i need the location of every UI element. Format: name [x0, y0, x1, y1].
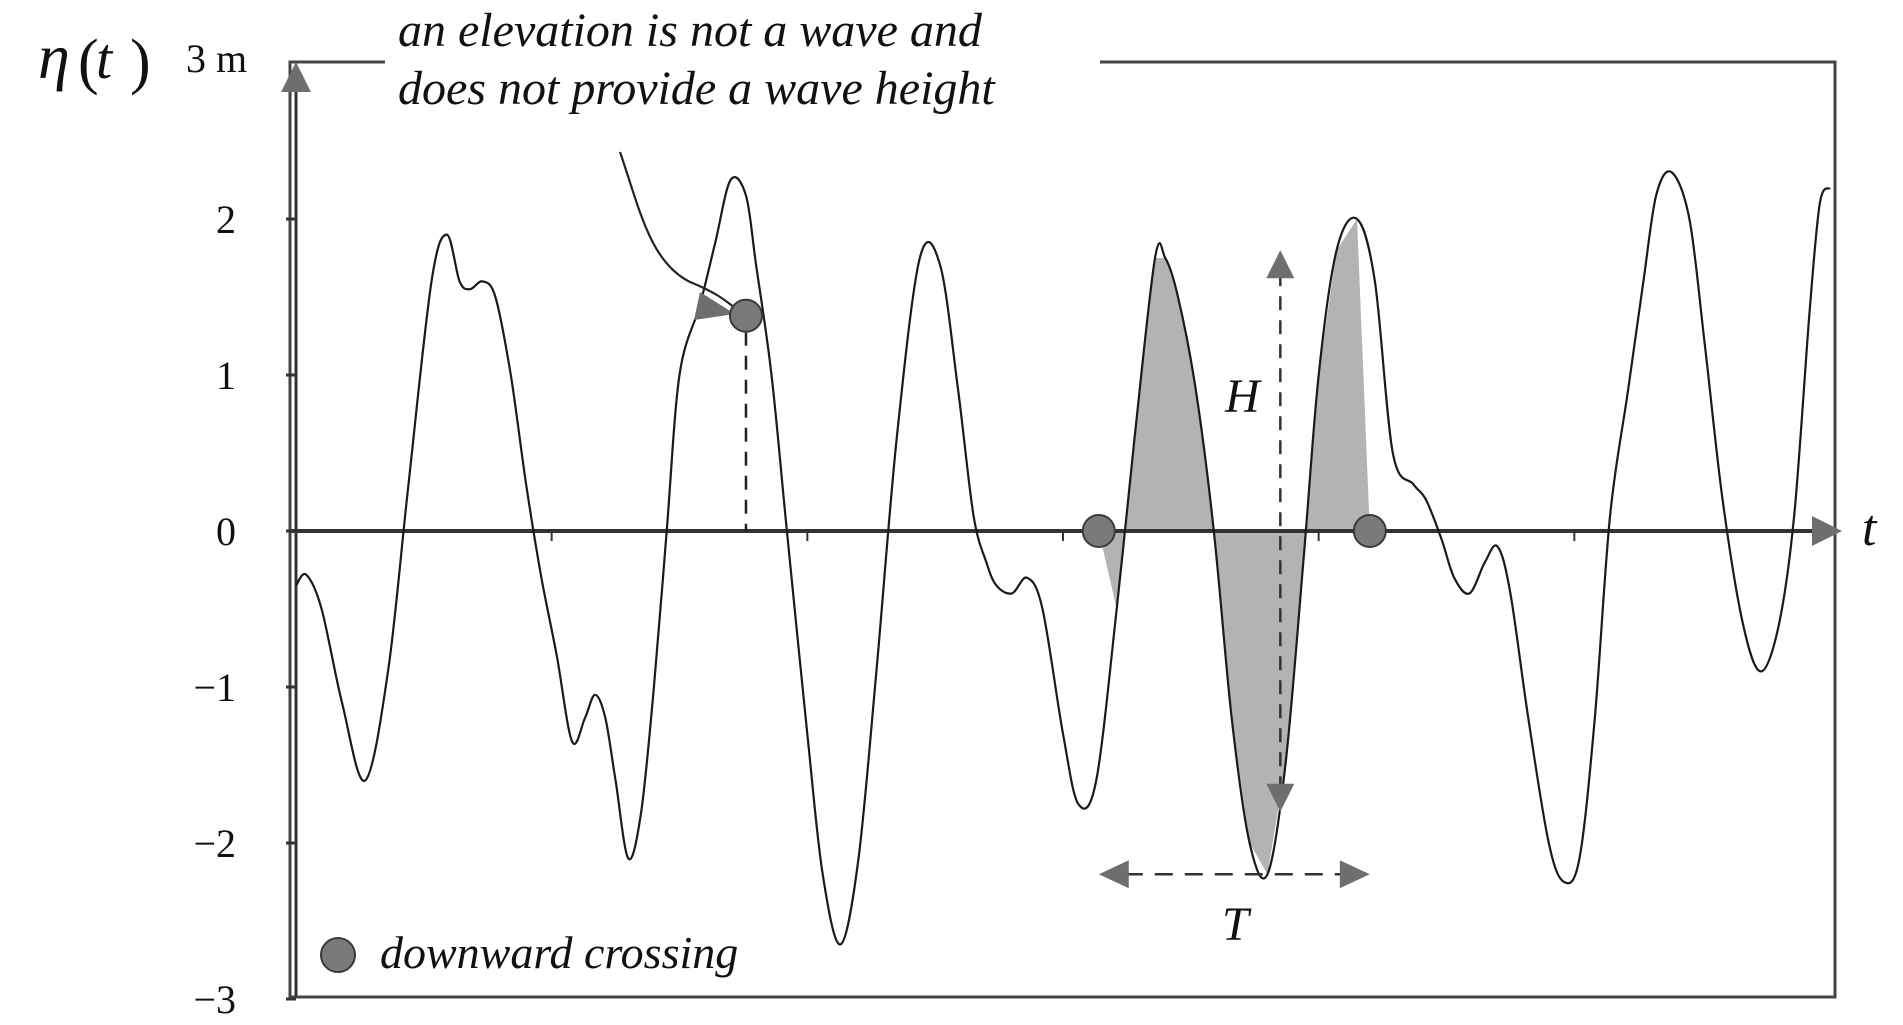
height-label: H: [1224, 370, 1262, 423]
wave-shade: [1098, 219, 1370, 875]
period-label: T: [1222, 898, 1252, 951]
y-tick-label: −3: [193, 977, 236, 1022]
y-ticks: 2 1 0 −1 −2 −3: [193, 197, 296, 1022]
crossing-marker: [1081, 514, 1116, 548]
x-axis-label: t: [1862, 500, 1878, 557]
annotation-pointer-arrow-icon: [694, 292, 735, 320]
y-axis-paren-close: ): [130, 28, 151, 96]
height-arrow-top-icon: [1266, 250, 1295, 279]
crossing-markers: [728, 298, 1387, 548]
y-tick-label: 1: [216, 353, 236, 398]
crossing-marker: [728, 298, 763, 333]
y-axis-arg: t: [96, 26, 114, 91]
legend-marker: [320, 937, 356, 973]
height-arrow-bottom-icon: [1266, 783, 1295, 812]
period-arrow-left-icon: [1098, 860, 1129, 889]
y-axis-symbol: η: [38, 21, 70, 92]
annotation-bg: [385, 0, 1100, 120]
y-tick-label: −2: [193, 821, 236, 866]
annotation-pointer-curve: [618, 151, 736, 309]
wave-series-line: [295, 170, 1831, 946]
y-axis-paren-open: (: [78, 28, 99, 96]
legend-label: downward crossing: [380, 927, 738, 978]
x-axis-arrow-icon: [1812, 516, 1842, 546]
y-tick-label: 0: [216, 509, 236, 554]
y-axis-unit: 3 m: [186, 36, 247, 81]
crossing-marker: [1352, 514, 1387, 548]
y-tick-label: −1: [193, 665, 236, 710]
y-tick-label: 2: [216, 197, 236, 242]
y-axis-arrow-icon: [281, 62, 311, 92]
annotation-line-1: an elevation is not a wave and: [398, 4, 983, 57]
period-arrow-right-icon: [1339, 860, 1370, 889]
x-ticks: [550, 531, 1576, 541]
height-label-bg: [1218, 368, 1270, 428]
annotation-line-2: does not provide a wave height: [398, 62, 996, 115]
